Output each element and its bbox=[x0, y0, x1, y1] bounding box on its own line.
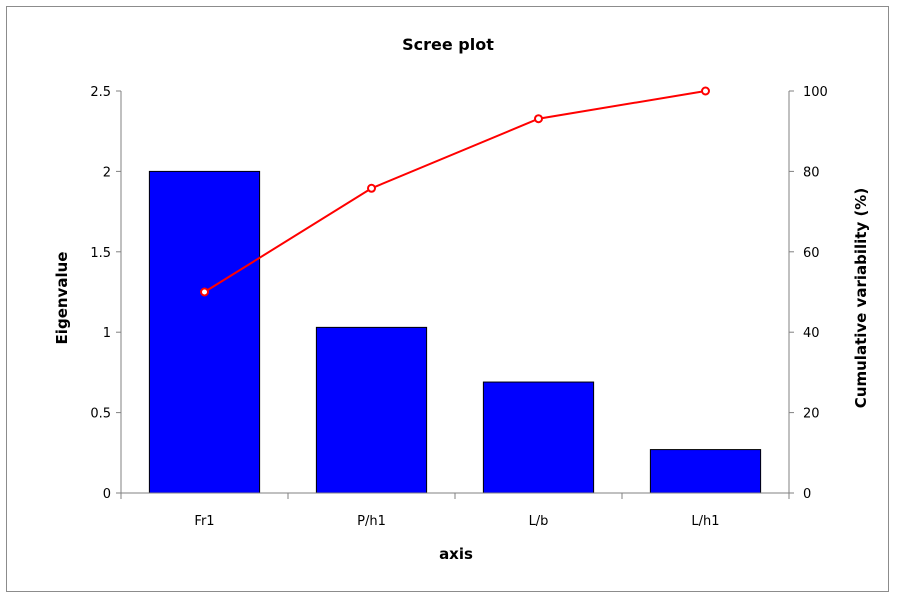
y2-tick-label-3: 60 bbox=[803, 246, 820, 261]
cumulative-point-3 bbox=[701, 86, 710, 96]
x-tick-label-1: P/h1 bbox=[357, 514, 386, 529]
y2-tick-label-1: 20 bbox=[803, 407, 820, 422]
y-tick-label-1: 0.5 bbox=[90, 407, 111, 422]
y-axis-title: Eigenvalue bbox=[53, 252, 71, 345]
chart-frame: Scree plot 0 0.5 1 1.5 2 2.5 0 20 40 60 80 100 Fr1 P… bbox=[6, 6, 889, 592]
bar-0 bbox=[148, 170, 261, 494]
y2-tick-label-5: 100 bbox=[803, 85, 828, 100]
y-tick-label-0: 0 bbox=[103, 487, 111, 502]
y-tick-label-3: 1.5 bbox=[90, 246, 111, 261]
y2-tick-label-2: 40 bbox=[803, 326, 820, 341]
chart-title: Scree plot bbox=[402, 35, 494, 54]
x-tick-label-3: L/h1 bbox=[691, 514, 719, 529]
x-tick-label-0: Fr1 bbox=[194, 514, 214, 529]
x-axis-title: axis bbox=[439, 545, 473, 563]
cumulative-line bbox=[203, 90, 706, 293]
bar-3 bbox=[649, 449, 762, 494]
cumulative-point-0 bbox=[200, 287, 209, 297]
cumulative-point-1 bbox=[367, 183, 376, 193]
y-tick-label-5: 2.5 bbox=[90, 85, 111, 100]
y-tick-label-4: 2 bbox=[103, 165, 111, 180]
bar-2 bbox=[482, 381, 595, 494]
y2-tick-label-0: 0 bbox=[803, 487, 811, 502]
cumulative-point-2 bbox=[534, 114, 543, 124]
bar-1 bbox=[315, 326, 428, 494]
y2-tick-label-4: 80 bbox=[803, 165, 820, 180]
y-tick-label-2: 1 bbox=[103, 326, 111, 341]
y2-axis-title: Cumulative variability (%) bbox=[852, 188, 870, 408]
x-tick-label-2: L/b bbox=[529, 514, 549, 529]
scree-plot-chart: Scree plot 0 0.5 1 1.5 2 2.5 0 20 40 60 80 100 Fr1 P… bbox=[53, 35, 870, 563]
